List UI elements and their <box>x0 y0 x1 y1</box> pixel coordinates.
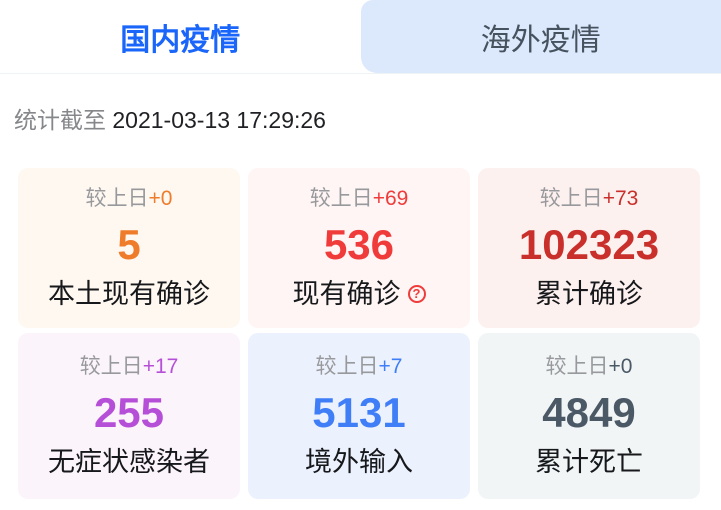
stat-card-asymptomatic: 较上日+17 255 无症状感染者 <box>18 333 240 499</box>
stat-card-existing-confirmed: 较上日+69 536 现有确诊 ? <box>248 168 470 328</box>
epidemic-tabbar: 国内疫情 海外疫情 <box>0 0 721 74</box>
delta-prefix: 较上日 <box>79 354 143 378</box>
tab-domestic-epidemic[interactable]: 国内疫情 <box>0 0 361 73</box>
stats-timestamp: 统计截至 2021-03-13 17:29:26 <box>0 74 721 135</box>
stat-value: 102323 <box>518 220 660 268</box>
delta-row: 较上日+7 <box>316 355 403 379</box>
delta-prefix: 较上日 <box>539 186 603 210</box>
delta-prefix: 较上日 <box>545 354 609 378</box>
stat-value: 5131 <box>312 388 406 436</box>
stat-value: 5 <box>117 220 141 268</box>
tab-overseas-epidemic[interactable]: 海外疫情 <box>360 0 721 73</box>
stat-card-cumulative-deaths: 较上日+0 4849 累计死亡 <box>478 333 700 499</box>
delta-value: +0 <box>148 186 173 210</box>
delta-row: 较上日+73 <box>540 187 639 211</box>
help-icon[interactable]: ? <box>407 284 426 303</box>
tab-overseas-label: 海外疫情 <box>480 23 601 57</box>
stats-grid: 较上日+0 5 本土现有确诊 较上日+69 536 现有确诊 ? 较上日+73 … <box>0 135 721 499</box>
tab-domestic-label: 国内疫情 <box>120 23 241 57</box>
delta-value: +0 <box>608 354 633 378</box>
delta-row: 较上日+17 <box>80 355 179 379</box>
stat-label: 境外输入 <box>305 446 413 477</box>
delta-prefix: 较上日 <box>309 186 373 210</box>
delta-prefix: 较上日 <box>315 354 379 378</box>
stat-card-cumulative-confirmed: 较上日+73 102323 累计确诊 <box>478 168 700 328</box>
delta-value: +73 <box>602 186 639 210</box>
stat-label: 本土现有确诊 <box>48 278 210 309</box>
stat-label: 无症状感染者 <box>48 446 210 477</box>
stat-card-local-existing-confirmed: 较上日+0 5 本土现有确诊 <box>18 168 240 328</box>
delta-row: 较上日+0 <box>546 355 633 379</box>
delta-row: 较上日+69 <box>310 187 409 211</box>
stat-label: 累计死亡 <box>535 446 643 477</box>
delta-value: +69 <box>372 186 409 210</box>
delta-value: +17 <box>142 354 179 378</box>
delta-row: 较上日+0 <box>86 187 173 211</box>
timestamp-datetime: 2021-03-13 17:29:26 <box>112 107 326 133</box>
stat-value: 255 <box>93 388 165 436</box>
delta-value: +7 <box>378 354 403 378</box>
stat-value: 536 <box>323 220 395 268</box>
delta-prefix: 较上日 <box>85 186 149 210</box>
stat-label: 累计确诊 <box>535 278 643 309</box>
stat-label: 现有确诊 <box>292 278 401 309</box>
stat-value: 4849 <box>542 388 636 436</box>
stat-card-imported: 较上日+7 5131 境外输入 <box>248 333 470 499</box>
timestamp-prefix: 统计截至 <box>14 107 113 133</box>
